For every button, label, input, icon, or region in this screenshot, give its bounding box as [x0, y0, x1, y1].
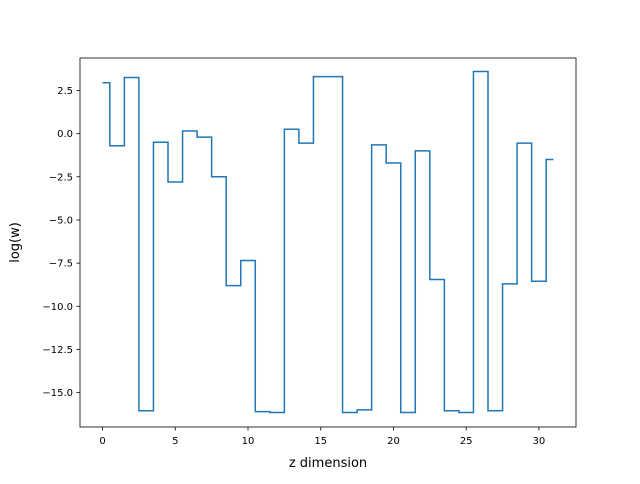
y-tick-label: 0.0 [57, 129, 73, 140]
x-axis-label: z dimension [289, 456, 367, 471]
y-tick-label: −5.0 [49, 216, 73, 227]
y-axis-ticks: 2.5 0.0 −2.5 −5.0 −7.5 −10.0 −12.5 −15.0 [42, 86, 80, 399]
x-tick-label: 0 [99, 436, 105, 447]
series-line-0 [102, 70, 554, 414]
y-tick-label: −12.5 [42, 345, 73, 356]
x-axis-ticks: 0 5 10 15 20 25 30 [99, 427, 545, 447]
y-tick-label: −15.0 [42, 388, 73, 399]
y-tick-label: −7.5 [49, 259, 73, 270]
x-tick-label: 5 [172, 436, 178, 447]
x-tick-label: 15 [314, 436, 327, 447]
x-tick-label: 30 [533, 436, 546, 447]
x-tick-label: 20 [387, 436, 400, 447]
y-axis-label: log(w) [8, 222, 23, 263]
y-tick-label: −10.0 [42, 302, 73, 313]
y-tick-label: 2.5 [57, 86, 73, 97]
y-tick-label: −2.5 [49, 172, 73, 183]
axes-frame [79, 57, 577, 428]
x-tick-label: 25 [460, 436, 473, 447]
x-tick-label: 10 [242, 436, 255, 447]
series-layer [102, 70, 554, 414]
plot-area [80, 58, 576, 427]
